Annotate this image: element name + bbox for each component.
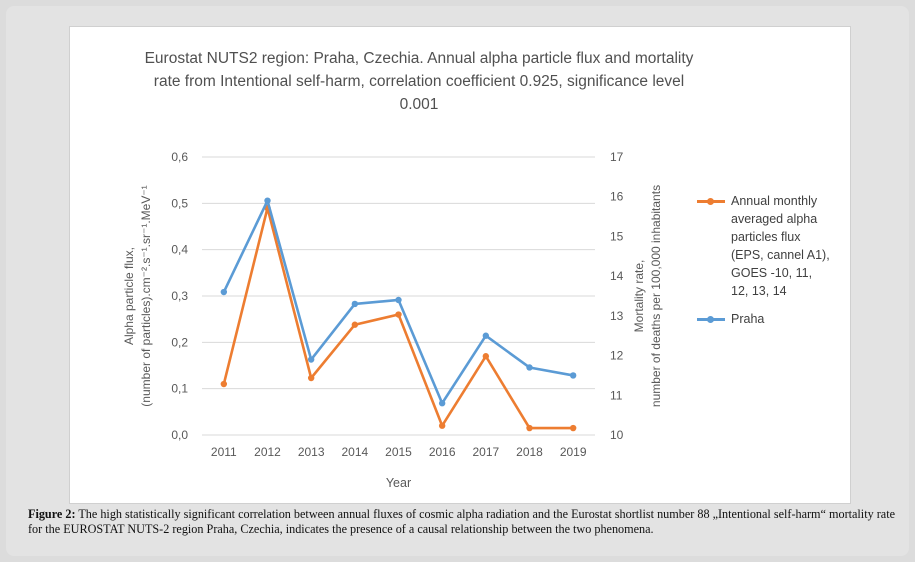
series-1-point <box>569 424 577 432</box>
y-right-axis-label: number of deaths per 100,000 inhabitants <box>649 185 663 407</box>
series-2-point <box>395 296 402 304</box>
y-right-tick-label: 11 <box>610 388 623 402</box>
x-tick-label: 2018 <box>516 445 543 459</box>
x-tick-label: 2014 <box>341 445 368 459</box>
y-right-tick-label: 13 <box>610 309 624 323</box>
chart-title-line: 0.001 <box>400 96 439 113</box>
series-1-point <box>307 374 315 382</box>
figure-caption: Figure 2: The high statistically signifi… <box>28 507 898 537</box>
y-left-tick-label: 0,4 <box>171 243 188 257</box>
y-left-tick-label: 0,3 <box>171 289 188 303</box>
y-left-axis-label: Alpha particle flux, <box>122 247 136 345</box>
x-tick-label: 2012 <box>254 445 281 459</box>
y-left-tick-label: 0,1 <box>171 382 188 396</box>
caption-label: Figure 2: <box>28 507 76 521</box>
series-1-point <box>482 353 490 360</box>
y-right-axis-label: Mortality rate, <box>632 260 646 333</box>
y-right-tick-label: 14 <box>610 269 624 283</box>
legend-swatch <box>697 197 725 205</box>
x-tick-label: 2017 <box>472 445 499 459</box>
x-tick-label: 2016 <box>429 445 456 459</box>
y-left-axis-label: (number of particles).cm⁻².s⁻¹.sr⁻¹.MeV⁻… <box>139 185 153 406</box>
series-line-1 <box>222 206 574 430</box>
y-right-tick-label: 17 <box>610 150 624 164</box>
legend-label-line: (EPS, cannel A1), <box>731 248 830 262</box>
x-axis-label: Year <box>386 476 411 490</box>
x-tick-label: 2013 <box>298 445 325 459</box>
series-2-point <box>438 400 446 407</box>
x-tick-label: 2015 <box>385 445 412 459</box>
legend-entry: Annual monthly averaged alpha particles fl… <box>697 192 847 300</box>
legend-swatch <box>697 315 725 323</box>
legend-marker <box>707 197 714 205</box>
legend-label-line: Praha <box>731 312 765 326</box>
legend-marker <box>707 315 714 323</box>
chart-area: Eurostat NUTS2 region: Praha, Czechia. A… <box>69 26 851 504</box>
chart-title-line: Eurostat NUTS2 region: Praha, Czechia. A… <box>145 50 694 67</box>
series-2-point <box>220 288 228 296</box>
x-tick-label: 2011 <box>211 445 237 459</box>
y-right-tick-label: 10 <box>610 428 624 442</box>
series-2-point <box>351 300 359 308</box>
series-1-point <box>526 424 533 432</box>
legend-label-line: 12, 13, 14 <box>731 284 787 298</box>
figure-frame: Eurostat NUTS2 region: Praha, Czechia. A… <box>6 6 909 556</box>
legend-label-line: averaged alpha <box>731 212 818 226</box>
line-chart: Eurostat NUTS2 region: Praha, Czechia. A… <box>122 50 694 490</box>
legend-label-line: particles flux <box>731 230 801 244</box>
y-left-tick-label: 0,0 <box>171 428 188 442</box>
y-right-tick-label: 15 <box>610 229 624 243</box>
legend-entry: Praha <box>697 310 847 328</box>
series-2-point <box>307 356 315 363</box>
caption-text: The high statistically significant corre… <box>28 507 895 536</box>
x-tick-label: 2019 <box>560 445 587 459</box>
series-2-point <box>264 197 271 204</box>
series-1-point <box>438 422 446 429</box>
chart-title-line: rate from Intentional self-harm, correla… <box>154 73 684 90</box>
series-1-point <box>351 321 359 328</box>
series-1-point <box>395 311 402 318</box>
y-left-tick-label: 0,5 <box>171 196 188 210</box>
y-left-tick-label: 0,2 <box>171 335 188 349</box>
series-2-point <box>482 332 490 339</box>
series-2-point <box>569 372 577 379</box>
legend-label-line: Annual monthly <box>731 194 818 208</box>
series-1-point <box>220 380 228 388</box>
legend-label-line: GOES -10, 11, <box>731 266 813 280</box>
series-2-point <box>526 364 533 371</box>
chart-legend: Annual monthly averaged alpha particles fl… <box>697 192 847 334</box>
y-left-tick-label: 0,6 <box>171 150 188 164</box>
y-right-tick-label: 16 <box>610 190 624 204</box>
y-right-tick-label: 12 <box>610 349 624 363</box>
